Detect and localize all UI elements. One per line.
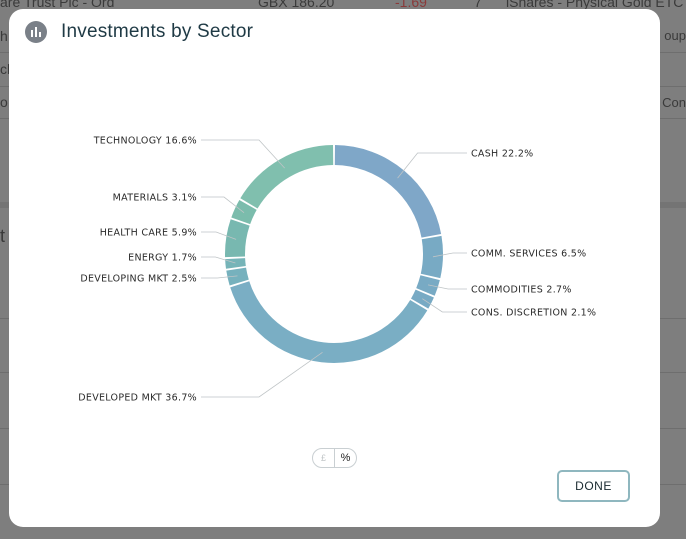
label-leader-line: [201, 196, 245, 214]
done-button[interactable]: DONE: [557, 470, 630, 502]
slice-label: TECHNOLOGY 16.6%: [93, 136, 197, 147]
label-leader-line: [427, 284, 467, 290]
label-leader-line: [397, 152, 467, 179]
slice-label: HEALTH CARE 5.9%: [100, 228, 197, 239]
label-leader-line: [432, 252, 467, 258]
donut-slice: [420, 235, 443, 279]
label-leader-line: [201, 256, 236, 264]
donut-slice: [224, 219, 250, 258]
donut-slice: [230, 281, 428, 363]
currency-toggle-option[interactable]: £: [320, 453, 326, 463]
slice-label: DEVELOPED MKT 36.7%: [78, 393, 197, 404]
sector-donut-chart: CASH 22.2% COMM. SERVICES 6.5% COMMODITIES…: [78, 136, 596, 404]
bg-left-fragment: t: [0, 226, 6, 246]
bg-edge-text: Con: [662, 95, 686, 110]
bar-chart-icon: [25, 21, 47, 43]
label-leader-line: [201, 352, 323, 398]
label-leader-line: [201, 275, 238, 279]
slice-label: COMMODITIES 2.7%: [471, 285, 572, 296]
modal-title: Investments by Sector: [61, 21, 254, 42]
modal-header: Investments by Sector: [25, 21, 253, 43]
slice-label: CASH 22.2%: [471, 149, 534, 160]
slice-label: CONS. DISCRETION 2.1%: [471, 308, 596, 319]
bg-left-fragment: ch: [0, 61, 9, 77]
slice-label: MATERIALS 3.1%: [113, 193, 197, 204]
percent-toggle-option[interactable]: %: [334, 449, 356, 467]
donut-slice: [334, 145, 442, 238]
donut-slice: [226, 267, 249, 286]
bg-left-fragment: h: [0, 28, 8, 44]
bg-left-fragment: o: [0, 94, 8, 110]
donut-slice: [416, 275, 440, 296]
slice-label: ENERGY 1.7%: [128, 253, 197, 264]
donut-slice: [231, 199, 257, 225]
label-leader-line: [422, 298, 467, 313]
bg-edge-text: oup: [664, 28, 686, 43]
sector-modal: Investments by Sector CASH 22.2% COMM. SE…: [9, 9, 660, 527]
label-leader-line: [201, 139, 285, 169]
slice-label: DEVELOPING MKT 2.5%: [80, 274, 197, 285]
unit-toggle[interactable]: £ %: [312, 448, 357, 468]
donut-slice: [225, 258, 246, 269]
slice-label: COMM. SERVICES 6.5%: [471, 249, 586, 260]
donut-slice: [240, 145, 334, 209]
label-leader-line: [201, 231, 237, 240]
